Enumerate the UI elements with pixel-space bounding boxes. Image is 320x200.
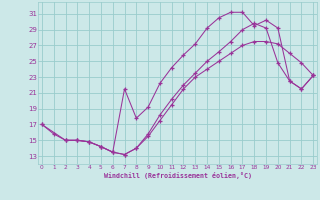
X-axis label: Windchill (Refroidissement éolien,°C): Windchill (Refroidissement éolien,°C) (104, 172, 252, 179)
